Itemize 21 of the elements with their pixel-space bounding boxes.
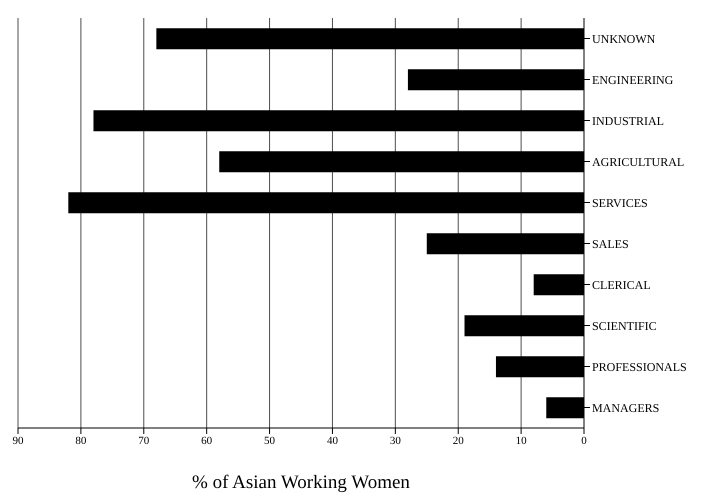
x-axis-title: % of Asian Working Women [192,472,410,493]
y-tick-label: SALES [592,236,629,251]
x-tick-label: 10 [516,434,528,447]
x-tick-label: 20 [452,434,464,447]
y-tick-label: AGRICULTURAL [592,154,684,169]
y-tick-label: UNKNOWN [592,32,656,46]
x-tick-label: 80 [75,434,87,447]
y-tick-label: ENGINEERING [592,72,674,87]
x-tick-label: 50 [264,434,276,447]
x-tick-label: 70 [138,434,150,447]
x-tick-label: 0 [581,434,588,447]
x-tick-label: 90 [12,434,24,447]
y-tick-label: CLERICAL [592,278,651,292]
y-tick-label: PROFESSIONALS [592,360,687,374]
x-tick-label: 30 [390,434,402,447]
y-tick-label: SERVICES [592,196,648,210]
x-tick-label: 60 [201,434,213,447]
x-tick-label: 40 [326,434,338,447]
y-tick-label: SCIENTIFIC [592,318,657,333]
y-tick-label: MANAGERS [592,400,660,415]
y-tick-label: INDUSTRIAL [592,114,664,128]
